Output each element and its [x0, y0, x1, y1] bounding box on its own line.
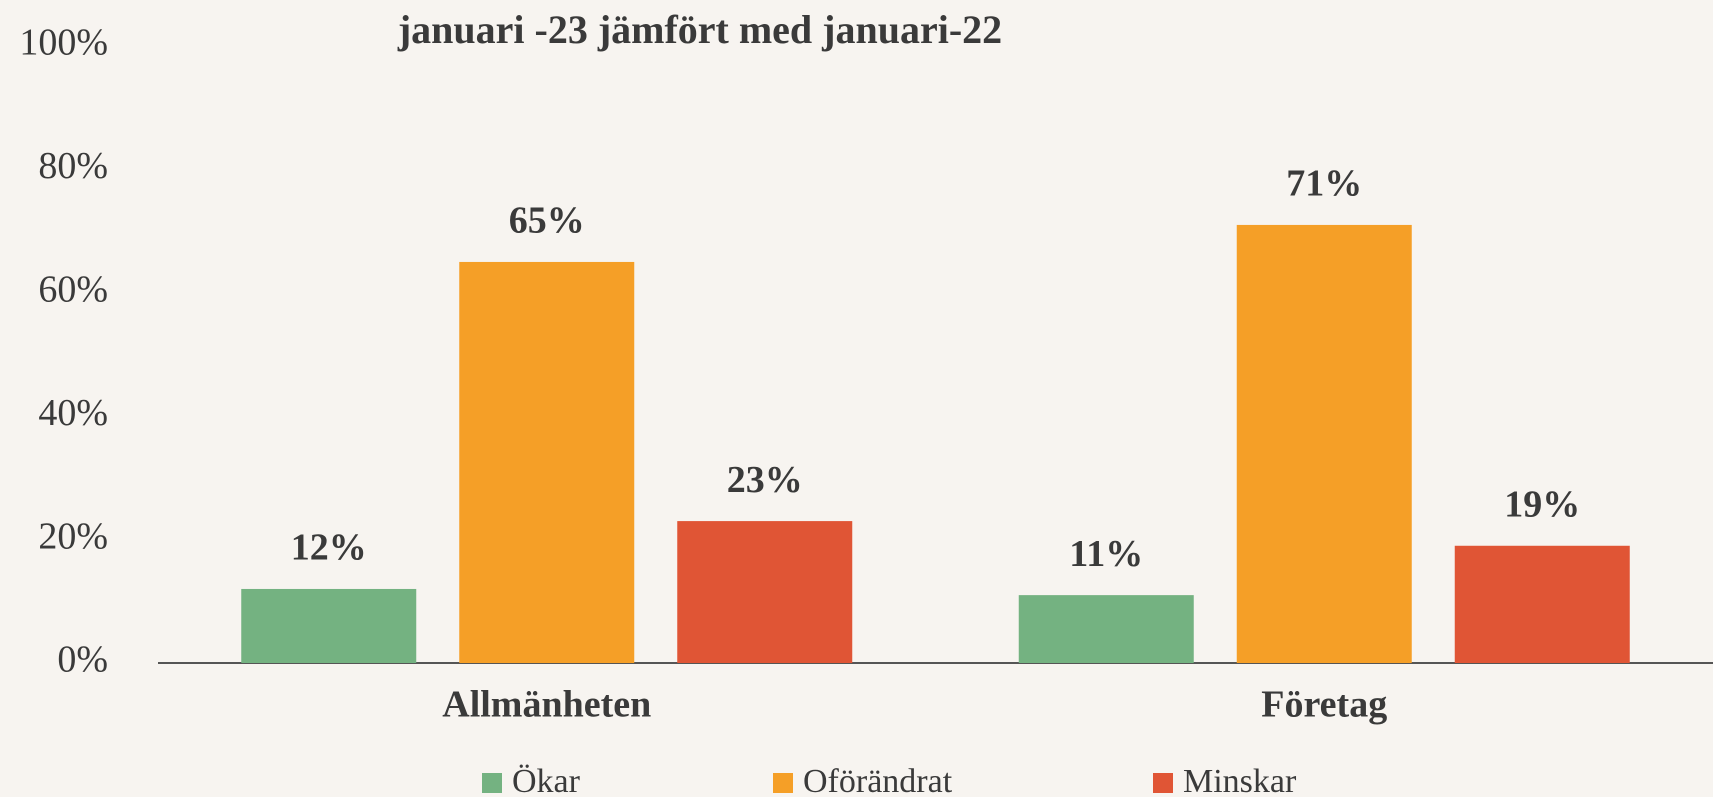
y-tick-label: 60% — [38, 269, 108, 311]
chart-title: januari -23 jämfört med januari-22 — [397, 7, 1002, 52]
y-tick-label: 40% — [38, 392, 108, 434]
bar — [241, 588, 417, 663]
data-label: 71% — [1286, 163, 1362, 205]
x-tick-label: Företag — [1261, 684, 1387, 726]
y-tick-label: 80% — [38, 145, 108, 187]
data-label: 11% — [1069, 533, 1143, 575]
data-label: 23% — [727, 459, 803, 501]
legend-swatch — [773, 773, 793, 793]
bar — [677, 521, 853, 663]
bar — [459, 261, 635, 663]
y-tick-label: 0% — [57, 639, 108, 681]
y-tick-label: 100% — [19, 22, 108, 64]
x-tick-label: Allmänheten — [442, 684, 651, 726]
bar — [1236, 224, 1412, 663]
y-tick-label: 20% — [38, 515, 108, 557]
legend-swatch — [482, 773, 502, 793]
data-label: 19% — [1504, 483, 1580, 525]
legend-label: Oförändrat — [803, 763, 953, 797]
bar — [1018, 595, 1194, 663]
data-label: 12% — [291, 527, 367, 569]
bar — [1454, 545, 1630, 663]
data-label: 65% — [509, 200, 585, 242]
legend-swatch — [1153, 773, 1173, 793]
legend-label: Minskar — [1183, 763, 1297, 797]
legend-label: Ökar — [512, 763, 581, 797]
